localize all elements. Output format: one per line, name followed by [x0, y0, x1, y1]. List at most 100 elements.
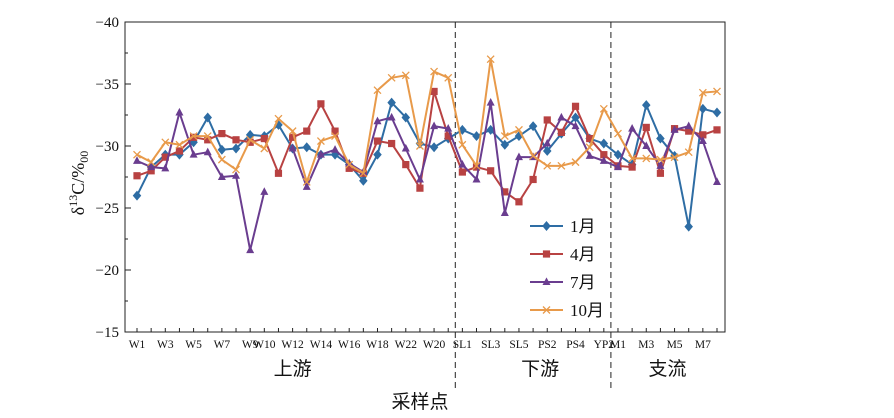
- marker-square: [246, 138, 254, 146]
- marker-triangle: [246, 245, 255, 254]
- marker-x: [500, 132, 509, 141]
- marker-triangle: [217, 172, 226, 180]
- x-tick-label: SL3: [481, 339, 500, 351]
- marker-x: [415, 142, 424, 150]
- marker-triangle: [542, 277, 551, 285]
- marker-x: [232, 165, 240, 174]
- marker-triangle: [684, 121, 693, 130]
- marker-square: [713, 126, 721, 134]
- marker-x: [571, 158, 580, 167]
- x-tick-label: PS4: [566, 339, 585, 351]
- marker-square: [642, 123, 650, 131]
- marker-triangle: [613, 162, 622, 171]
- marker-triangle: [557, 112, 566, 121]
- marker-x: [133, 150, 141, 159]
- marker-triangle: [175, 107, 184, 116]
- marker-diamond: [472, 131, 481, 142]
- marker-square: [656, 169, 665, 177]
- y-axis-label-delta: δ: [68, 207, 88, 215]
- y-axis-label-pct: %: [68, 163, 88, 178]
- marker-diamond: [429, 142, 439, 153]
- series-line: [291, 101, 718, 214]
- marker-x: [331, 132, 340, 141]
- marker-square: [542, 250, 551, 258]
- marker-triangle: [260, 187, 269, 195]
- marker-square: [189, 133, 198, 141]
- marker-x: [642, 154, 651, 163]
- x-tick-label: SL1: [453, 339, 472, 351]
- marker-x: [387, 73, 396, 82]
- marker-diamond: [599, 138, 609, 149]
- region-label: 支流: [648, 358, 686, 380]
- marker-x: [444, 73, 453, 82]
- marker-square: [444, 132, 452, 140]
- marker-x: [557, 161, 566, 170]
- marker-triangle: [189, 150, 198, 158]
- y-axis-label: δ13C/%00: [66, 151, 91, 216]
- y-axis-label-sub: 00: [77, 151, 91, 163]
- marker-diamond: [231, 143, 241, 154]
- marker-diamond: [401, 112, 411, 123]
- marker-x: [698, 88, 707, 97]
- marker-x: [246, 135, 255, 144]
- y-axis-label-sup: 13: [66, 195, 80, 207]
- marker-x: [486, 55, 495, 64]
- marker-diamond: [217, 144, 227, 155]
- x-tick-label: W10: [253, 339, 276, 351]
- x-tick-label: W18: [366, 339, 389, 351]
- x-tick-label: W9: [242, 339, 259, 351]
- marker-x: [656, 155, 665, 164]
- marker-square: [373, 137, 382, 145]
- marker-square: [628, 163, 636, 171]
- marker-diamond: [542, 221, 551, 231]
- marker-x: [628, 154, 637, 163]
- x-tick-label: M1: [610, 339, 626, 351]
- marker-square: [685, 127, 693, 135]
- marker-triangle: [642, 141, 651, 149]
- x-tick-label: W20: [423, 339, 446, 351]
- marker-x: [345, 160, 354, 169]
- marker-diamond: [642, 100, 651, 111]
- marker-triangle: [147, 162, 156, 171]
- marker-square: [458, 168, 466, 176]
- marker-triangle: [670, 125, 679, 133]
- marker-square: [388, 139, 396, 148]
- marker-x: [713, 87, 721, 96]
- marker-square: [543, 116, 551, 124]
- marker-square: [204, 136, 212, 144]
- legend-item: 10月: [530, 301, 604, 320]
- marker-square: [161, 153, 169, 161]
- marker-diamond: [359, 175, 368, 186]
- legend-label: 1月: [570, 217, 596, 236]
- marker-triangle: [387, 112, 396, 121]
- x-tick-label: W16: [338, 339, 361, 351]
- marker-diamond: [656, 133, 665, 144]
- x-tick-label: W3: [157, 339, 174, 351]
- marker-x: [430, 67, 439, 76]
- legend-item: 4月: [530, 245, 596, 264]
- marker-diamond: [373, 149, 382, 160]
- marker-square: [260, 134, 268, 143]
- marker-x: [684, 148, 693, 157]
- marker-square: [402, 161, 410, 169]
- marker-square: [303, 127, 311, 135]
- marker-square: [416, 184, 424, 192]
- marker-triangle: [472, 174, 481, 183]
- legend-label: 7月: [570, 273, 596, 292]
- marker-diamond: [302, 142, 312, 153]
- x-tick-label: YP2: [594, 339, 615, 351]
- legend-label: 4月: [570, 245, 596, 264]
- marker-square: [501, 188, 509, 196]
- marker-x: [614, 129, 622, 138]
- marker-square: [699, 131, 707, 139]
- marker-triangle: [585, 151, 594, 159]
- marker-x: [373, 86, 382, 95]
- marker-x: [302, 178, 311, 186]
- marker-triangle: [628, 124, 637, 132]
- x-tick-label: W22: [395, 339, 418, 351]
- marker-x: [274, 114, 283, 123]
- marker-square: [430, 87, 438, 96]
- marker-x: [458, 140, 467, 149]
